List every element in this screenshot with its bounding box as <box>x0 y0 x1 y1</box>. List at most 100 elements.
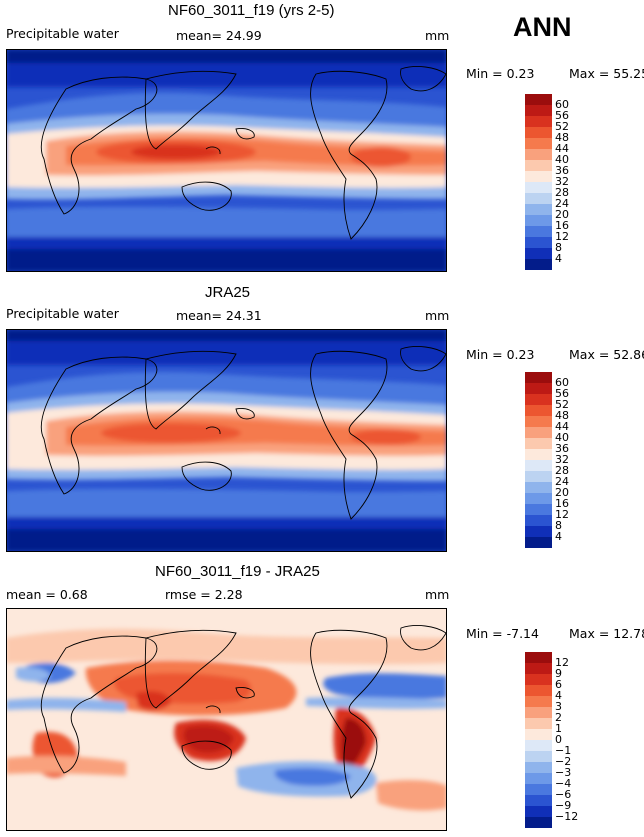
panel3-min: Min = -7.14 <box>466 626 539 641</box>
colorbar-label: 4 <box>555 252 562 265</box>
colorbar-label: 0 <box>555 733 562 746</box>
colorbar-swatch <box>525 248 552 259</box>
colorbar-swatch <box>525 674 552 685</box>
panel1-mean: mean= 24.99 <box>176 28 262 43</box>
colorbar-swatch <box>525 740 552 751</box>
panel1-map <box>6 49 447 272</box>
colorbar-label: 24 <box>555 197 569 210</box>
colorbar-swatch <box>525 138 552 149</box>
colorbar-swatch <box>525 171 552 182</box>
colorbar-label: 28 <box>555 464 569 477</box>
panel2-map <box>6 329 447 552</box>
colorbar-swatch <box>525 182 552 193</box>
colorbar-label: 32 <box>555 175 569 188</box>
colorbar-swatch <box>525 94 552 105</box>
panel3-max: Max = 12.78 <box>569 626 644 641</box>
colorbar-label: −3 <box>555 766 572 779</box>
colorbar-swatch <box>525 372 552 383</box>
colorbar-label: 8 <box>555 519 562 532</box>
colorbar-swatch <box>525 449 552 460</box>
panel3-colorbar: 12 9 6 4 3 2 1 0 −1 −2 −3 −4 −6 −9 −12 <box>525 652 578 828</box>
panel2-min: Min = 0.23 <box>466 347 535 362</box>
colorbar-label: 56 <box>555 387 569 400</box>
panel3-map <box>6 608 447 831</box>
colorbar-swatch <box>525 116 552 127</box>
panel3-mean: mean = 0.68 <box>6 587 88 602</box>
colorbar-swatch <box>525 160 552 171</box>
colorbar-label: 44 <box>555 142 569 155</box>
colorbar-label: 36 <box>555 164 569 177</box>
colorbar-label: 9 <box>555 667 562 680</box>
colorbar-label: 28 <box>555 186 569 199</box>
colorbar-label: −1 <box>555 744 572 757</box>
colorbar-swatch <box>525 696 552 707</box>
colorbar-label: 2 <box>555 711 562 724</box>
panel2-mean: mean= 24.31 <box>176 308 262 323</box>
colorbar-label: 16 <box>555 219 569 232</box>
colorbar-label: 40 <box>555 153 569 166</box>
colorbar-label: 12 <box>555 656 569 669</box>
colorbar-swatch <box>525 493 552 504</box>
colorbar-swatch <box>525 504 552 515</box>
colorbar-swatch <box>525 427 552 438</box>
panel1-variable-label: Precipitable water <box>6 26 119 41</box>
panel1-max: Max = 55.25 <box>569 66 644 81</box>
colorbar-label: 24 <box>555 475 569 488</box>
colorbar-label: 12 <box>555 230 569 243</box>
panel2-colorbar: 60 56 52 48 44 40 36 32 28 24 20 16 12 8… <box>525 372 569 548</box>
panel1-min: Min = 0.23 <box>466 66 535 81</box>
colorbar-label: 20 <box>555 208 569 221</box>
colorbar-label: −12 <box>555 810 579 823</box>
colorbar-swatch <box>525 226 552 237</box>
panel2-title: JRA25 <box>205 284 251 301</box>
colorbar-label: 6 <box>555 678 562 691</box>
colorbar-label: 52 <box>555 398 569 411</box>
colorbar-label: 36 <box>555 442 569 455</box>
panel1-units: mm <box>425 28 450 43</box>
panel3-units: mm <box>425 587 450 602</box>
colorbar-swatch <box>525 784 552 795</box>
colorbar-label: 4 <box>555 530 562 543</box>
colorbar-swatch <box>525 707 552 718</box>
colorbar-swatch <box>525 237 552 248</box>
colorbar-swatch <box>525 515 552 526</box>
colorbar-swatch <box>525 416 552 427</box>
colorbar-swatch <box>525 193 552 204</box>
colorbar-label: 1 <box>555 722 562 735</box>
colorbar-swatch <box>525 383 552 394</box>
colorbar-swatch <box>525 149 552 160</box>
colorbar-swatch <box>525 105 552 116</box>
colorbar-swatch <box>525 460 552 471</box>
colorbar-label: 48 <box>555 409 569 422</box>
colorbar-swatch <box>525 817 552 828</box>
colorbar-swatch <box>525 652 552 663</box>
colorbar-swatch <box>525 663 552 674</box>
colorbar-swatch <box>525 537 552 548</box>
panel1-colorbar: 60 56 52 48 44 40 36 32 28 24 20 16 12 8… <box>525 94 569 270</box>
panel2-max: Max = 52.86 <box>569 347 644 362</box>
panel3-rmse: rmse = 2.28 <box>165 587 243 602</box>
season-label: ANN <box>513 12 572 42</box>
colorbar-label: 8 <box>555 241 562 254</box>
colorbar-swatch <box>525 718 552 729</box>
panel3-title: NF60_3011_f19 - JRA25 <box>155 563 320 580</box>
colorbar-swatch <box>525 795 552 806</box>
panel1-title: NF60_3011_f19 (yrs 2-5) <box>168 2 335 19</box>
colorbar-swatch <box>525 751 552 762</box>
colorbar-swatch <box>525 215 552 226</box>
panel2-units: mm <box>425 308 450 323</box>
colorbar-label: 60 <box>555 376 569 389</box>
colorbar-label: −9 <box>555 799 572 812</box>
colorbar-label: 44 <box>555 420 569 433</box>
colorbar-label: 4 <box>555 689 562 702</box>
colorbar-swatch <box>525 471 552 482</box>
colorbar-label: 40 <box>555 431 569 444</box>
colorbar-label: −2 <box>555 755 572 768</box>
colorbar-swatch <box>525 482 552 493</box>
colorbar-label: 52 <box>555 120 569 133</box>
colorbar-label: 12 <box>555 508 569 521</box>
colorbar-swatch <box>525 762 552 773</box>
colorbar-swatch <box>525 127 552 138</box>
colorbar-swatch <box>525 405 552 416</box>
colorbar-label: 48 <box>555 131 569 144</box>
